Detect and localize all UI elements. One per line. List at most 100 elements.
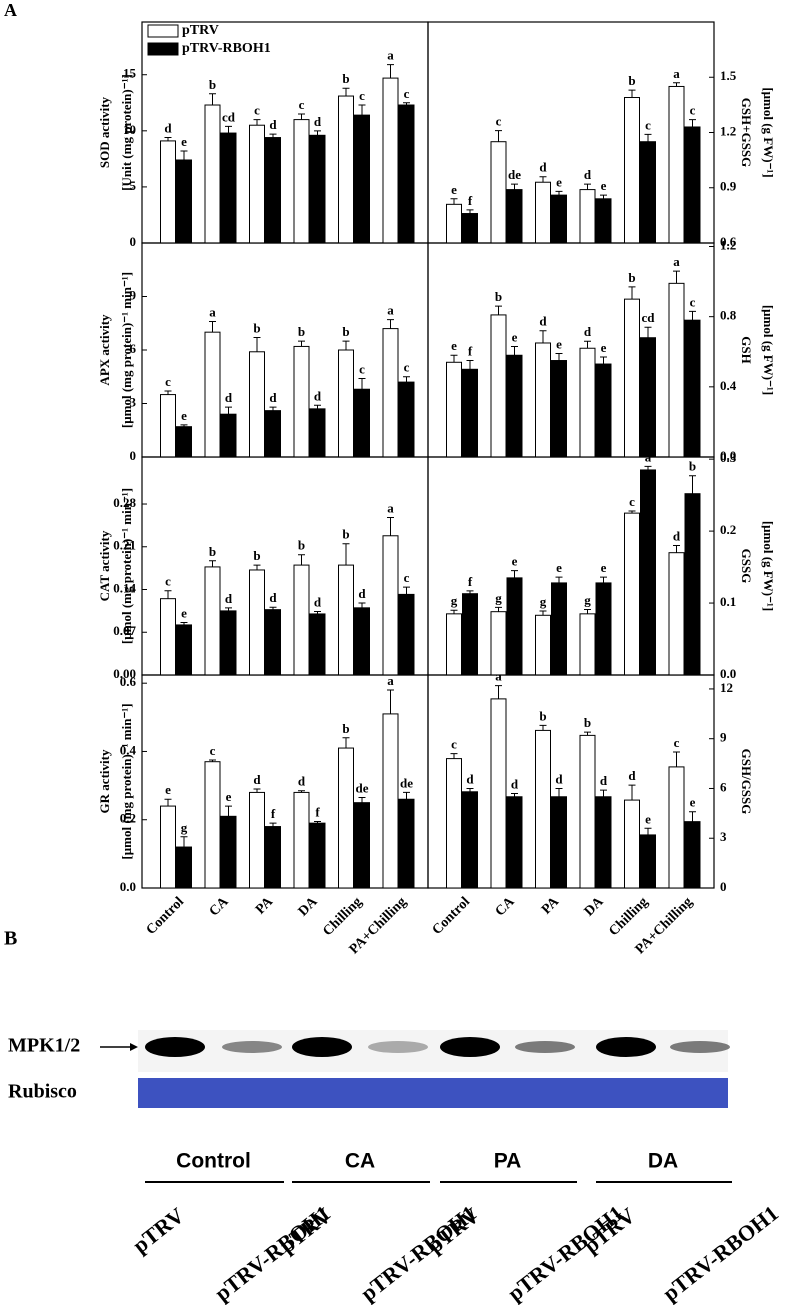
y-axis-label: [Unit (mg protein)⁻¹] bbox=[119, 74, 134, 191]
significance-letter: c bbox=[254, 103, 260, 118]
significance-letter: b bbox=[342, 721, 349, 736]
significance-letter: c bbox=[359, 88, 365, 103]
bar bbox=[624, 799, 640, 889]
bar bbox=[684, 493, 701, 676]
significance-letter: d bbox=[269, 390, 277, 405]
significance-letter: d bbox=[628, 768, 636, 783]
bar bbox=[446, 361, 462, 458]
significance-letter: b bbox=[628, 73, 635, 88]
x-tick-label: DA bbox=[296, 894, 322, 920]
bar bbox=[595, 363, 612, 458]
error-bar bbox=[450, 753, 458, 759]
bar bbox=[265, 137, 281, 244]
error-bar bbox=[466, 209, 474, 214]
bar bbox=[579, 613, 596, 676]
x-tick-label: Control bbox=[430, 894, 474, 938]
bar bbox=[382, 535, 399, 676]
x-tick-label: DA bbox=[582, 894, 608, 920]
significance-letter: b bbox=[253, 548, 260, 563]
error-bar bbox=[358, 378, 366, 390]
significance-letter: d bbox=[253, 772, 261, 787]
error-bar bbox=[673, 544, 680, 553]
significance-letter: g bbox=[495, 590, 502, 605]
error-bar bbox=[628, 784, 636, 801]
error-bar bbox=[403, 376, 410, 383]
significance-letter: d bbox=[269, 590, 277, 605]
error-bar bbox=[466, 590, 474, 594]
group-label: DA bbox=[648, 1150, 678, 1173]
y-axis-label: GR activity bbox=[97, 749, 112, 813]
y-tick-label: 0.0 bbox=[120, 879, 136, 894]
error-bar bbox=[209, 560, 216, 567]
significance-letter: e bbox=[645, 811, 651, 826]
error-bar bbox=[495, 685, 502, 699]
bar bbox=[462, 368, 478, 458]
bar bbox=[338, 747, 354, 889]
error-bar bbox=[584, 340, 591, 349]
y-tick-label: 0.4 bbox=[720, 378, 737, 393]
significance-letter: c bbox=[645, 117, 651, 132]
significance-letter: b bbox=[584, 715, 591, 730]
blot-band bbox=[596, 1037, 656, 1057]
bar bbox=[624, 298, 640, 458]
error-bar bbox=[298, 790, 305, 793]
y-tick-label: 0.0 bbox=[720, 666, 736, 681]
y-axis-label: [μmol (mg protein)⁻¹ min⁻¹] bbox=[119, 703, 134, 859]
bar bbox=[354, 607, 370, 676]
error-bar bbox=[164, 798, 172, 807]
error-bar bbox=[209, 93, 216, 106]
bar bbox=[551, 582, 567, 676]
significance-letter: de bbox=[400, 775, 413, 790]
error-bar bbox=[673, 82, 680, 87]
y-tick-label: 0.2 bbox=[720, 522, 736, 537]
bar bbox=[354, 388, 370, 458]
y-tick-label: 0.6 bbox=[120, 674, 137, 689]
bar bbox=[354, 114, 370, 244]
bar bbox=[176, 426, 192, 458]
y-tick-label: 0 bbox=[720, 879, 727, 894]
bar bbox=[265, 609, 281, 676]
significance-letter: g bbox=[540, 594, 547, 609]
y-tick-label: 1.2 bbox=[720, 123, 736, 138]
blot-row-label: MPK1/2 bbox=[8, 1035, 80, 1057]
blot-band bbox=[292, 1037, 352, 1057]
bar bbox=[204, 761, 221, 889]
significance-letter: a bbox=[673, 66, 680, 81]
bar bbox=[160, 394, 176, 458]
bar bbox=[382, 713, 399, 889]
error-bar bbox=[673, 270, 680, 284]
y-tick-label: 1.2 bbox=[720, 237, 736, 252]
error-bar bbox=[555, 576, 563, 583]
error-bar bbox=[225, 607, 232, 611]
significance-letter: d bbox=[314, 388, 322, 403]
significance-letter: b bbox=[298, 538, 305, 553]
error-bar bbox=[164, 590, 172, 599]
significance-letter: a bbox=[387, 48, 394, 63]
bar bbox=[309, 408, 326, 458]
y-tick-label: 0.14 bbox=[113, 580, 136, 595]
error-bar bbox=[225, 805, 232, 817]
significance-letter: e bbox=[451, 338, 457, 353]
bar bbox=[176, 624, 192, 676]
error-bar bbox=[555, 353, 563, 361]
error-bar bbox=[269, 406, 277, 411]
bar bbox=[398, 798, 415, 889]
y-tick-label: 0.3 bbox=[720, 450, 737, 465]
bar bbox=[338, 564, 354, 676]
bar bbox=[354, 802, 370, 889]
bar bbox=[535, 181, 551, 244]
error-bar bbox=[298, 113, 305, 120]
error-bar bbox=[555, 787, 563, 797]
significance-letter: e bbox=[181, 605, 187, 620]
bar bbox=[668, 766, 685, 889]
blot-band bbox=[222, 1041, 282, 1053]
y-tick-label: 9 bbox=[720, 730, 727, 745]
bar bbox=[506, 577, 523, 676]
bar bbox=[309, 822, 326, 889]
bar bbox=[176, 159, 192, 244]
panel-label: A bbox=[4, 0, 17, 20]
panel-frame bbox=[427, 674, 715, 889]
significance-letter: e bbox=[690, 795, 696, 810]
bar bbox=[462, 791, 478, 889]
error-bar bbox=[539, 330, 547, 343]
